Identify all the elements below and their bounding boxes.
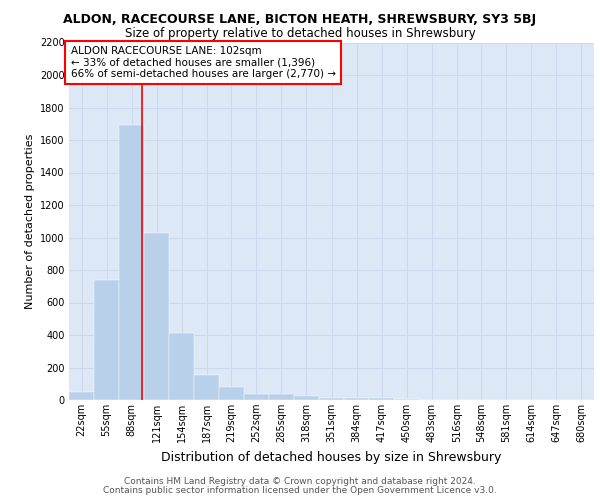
Bar [294, 396, 319, 400]
Bar [169, 334, 194, 400]
Bar [244, 394, 269, 400]
Bar [144, 232, 169, 400]
Text: ALDON RACECOURSE LANE: 102sqm
← 33% of detached houses are smaller (1,396)
66% o: ALDON RACECOURSE LANE: 102sqm ← 33% of d… [71, 46, 335, 79]
Bar [69, 392, 94, 400]
Bar [369, 398, 394, 400]
Bar [394, 399, 419, 400]
Bar [119, 126, 144, 400]
X-axis label: Distribution of detached houses by size in Shrewsbury: Distribution of detached houses by size … [161, 450, 502, 464]
Bar [344, 398, 369, 400]
Text: Contains public sector information licensed under the Open Government Licence v3: Contains public sector information licen… [103, 486, 497, 495]
Bar [194, 375, 220, 400]
Bar [218, 387, 244, 400]
Text: Size of property relative to detached houses in Shrewsbury: Size of property relative to detached ho… [125, 28, 475, 40]
Y-axis label: Number of detached properties: Number of detached properties [25, 134, 35, 309]
Text: ALDON, RACECOURSE LANE, BICTON HEATH, SHREWSBURY, SY3 5BJ: ALDON, RACECOURSE LANE, BICTON HEATH, SH… [64, 12, 536, 26]
Bar [269, 394, 294, 400]
Bar [94, 280, 119, 400]
Text: Contains HM Land Registry data © Crown copyright and database right 2024.: Contains HM Land Registry data © Crown c… [124, 477, 476, 486]
Bar [319, 398, 344, 400]
